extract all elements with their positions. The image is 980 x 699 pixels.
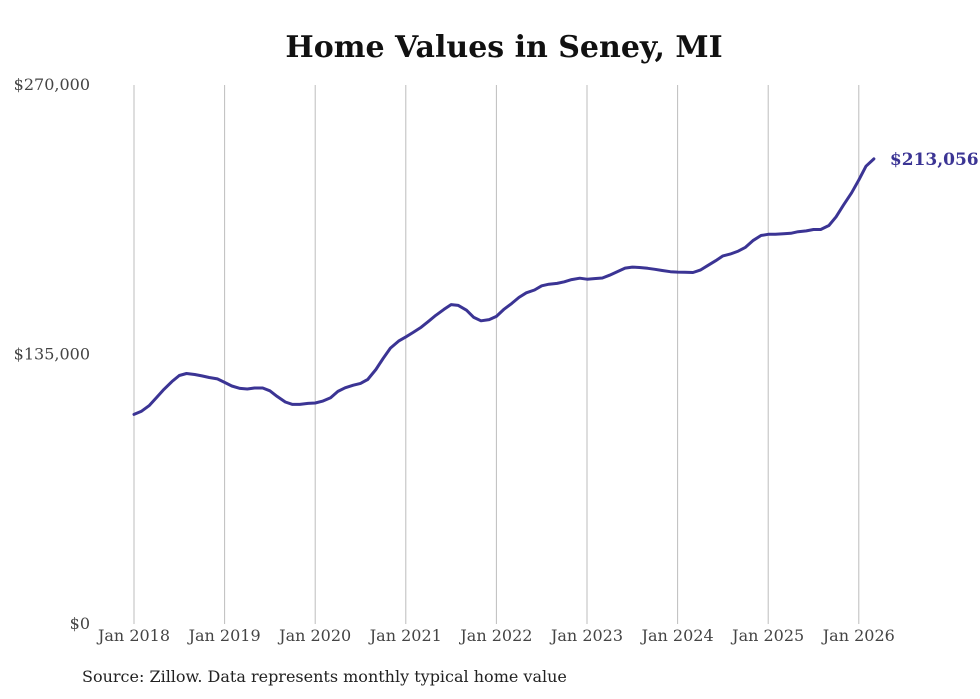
x-tick-label: Jan 2026 xyxy=(821,626,895,645)
x-tick-label: Jan 2024 xyxy=(640,626,714,645)
x-tick-label: Jan 2022 xyxy=(458,626,532,645)
x-tick-label: Jan 2018 xyxy=(96,626,170,645)
series-line xyxy=(132,157,876,416)
y-tick-label: $270,000 xyxy=(14,75,90,94)
annotation-layer: $213,056 xyxy=(890,150,979,170)
y-axis-ticks: $0 $135,000 $270,000 xyxy=(14,75,90,633)
y-tick-label: $135,000 xyxy=(14,345,90,364)
x-tick-label: Jan 2025 xyxy=(730,626,804,645)
x-tick-label: Jan 2023 xyxy=(549,626,623,645)
x-tick-label: Jan 2019 xyxy=(187,626,261,645)
y-tick-label: $0 xyxy=(70,614,90,633)
source-note: Source: Zillow. Data represents monthly … xyxy=(82,667,567,686)
x-axis-ticks: Jan 2018 Jan 2019 Jan 2020 Jan 2021 Jan 2022… xyxy=(96,626,895,645)
x-tick-label: Jan 2021 xyxy=(368,626,442,645)
end-value-label: $213,056 xyxy=(890,150,979,170)
chart-title: Home Values in Seney, MI xyxy=(285,30,723,65)
series-layer xyxy=(132,157,876,416)
grid-layer xyxy=(133,85,860,624)
x-tick-label: Jan 2020 xyxy=(277,626,351,645)
